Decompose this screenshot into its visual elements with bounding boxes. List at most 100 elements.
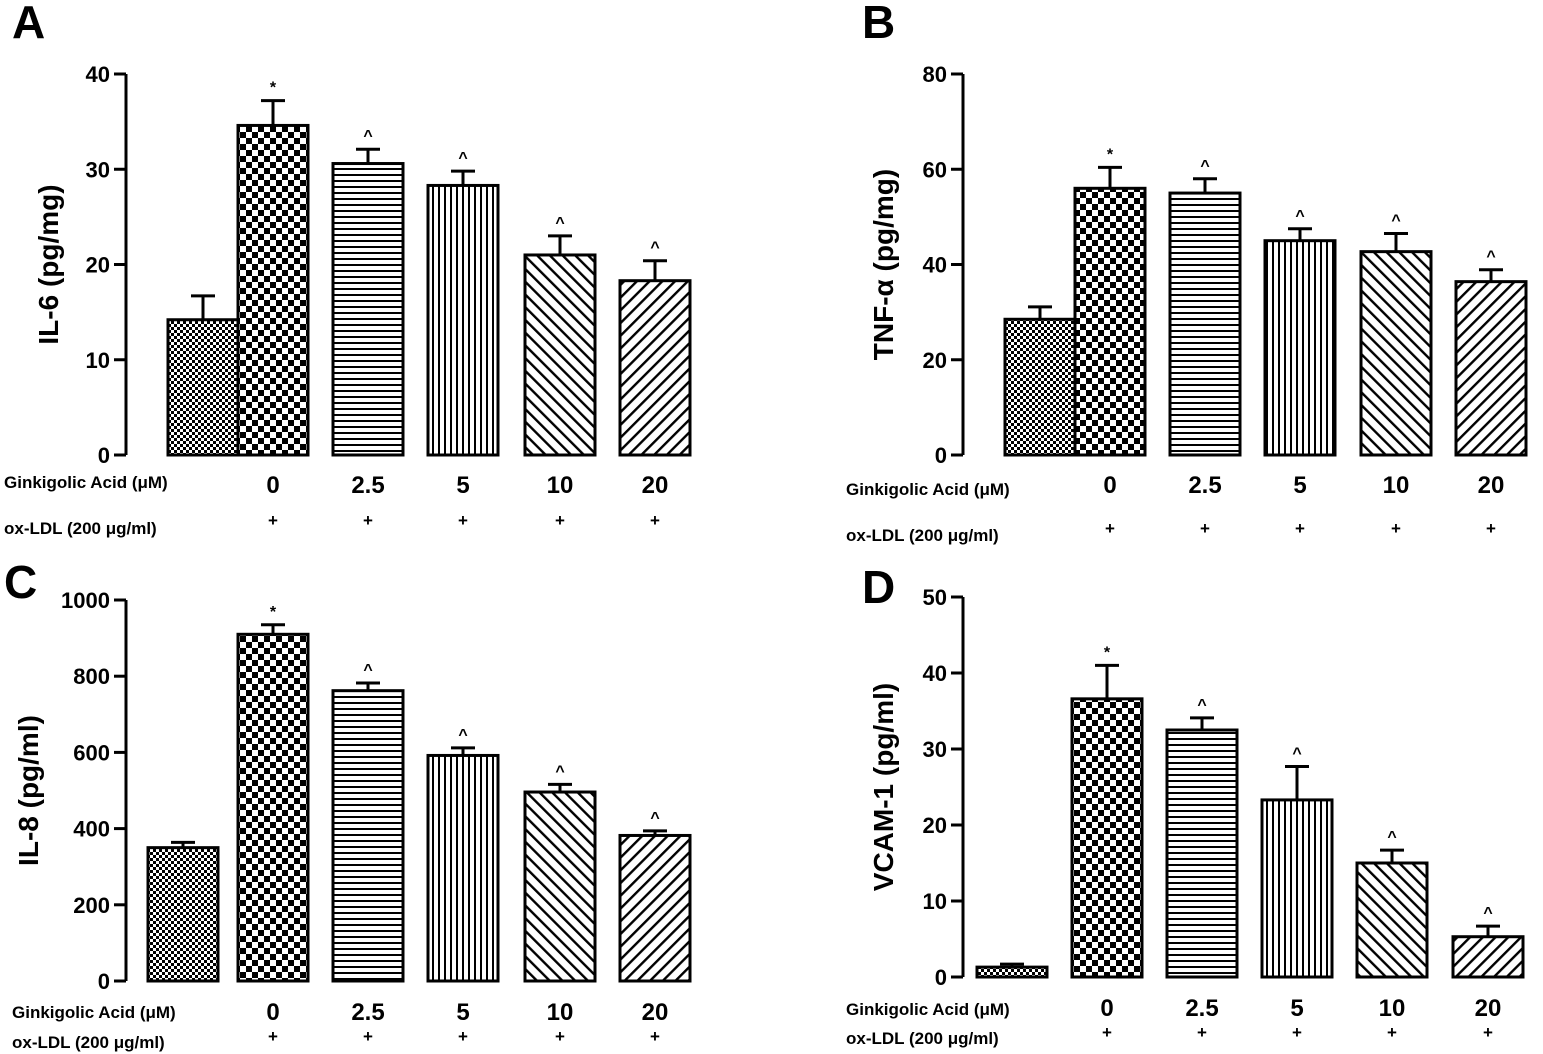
y-tick-label: 0 [935, 443, 947, 468]
row-label-ginkgolic-acid: Ginkigolic Acid (μM) [846, 1000, 1010, 1019]
bar [236, 632, 310, 983]
y-tick-label: 0 [98, 443, 110, 468]
category-label: 10 [1383, 472, 1410, 499]
bar [1073, 186, 1147, 457]
significance-mark: * [270, 80, 277, 97]
bar [1165, 728, 1239, 979]
panel-letter: C [4, 556, 37, 608]
significance-mark: ^ [1200, 158, 1209, 175]
category-label: 5 [456, 472, 469, 499]
y-tick-label: 0 [935, 965, 947, 990]
bar [166, 318, 240, 457]
significance-mark: ^ [363, 662, 372, 679]
ox-ldl-plus: + [1486, 519, 1496, 538]
y-tick-label: 10 [86, 348, 110, 373]
significance-mark: * [1107, 146, 1114, 163]
y-tick-label: 400 [73, 817, 110, 842]
bar [1355, 861, 1429, 979]
category-label: 5 [1290, 995, 1303, 1022]
bar [523, 790, 597, 983]
category-label: 2.5 [1185, 995, 1218, 1022]
ox-ldl-plus: + [363, 1027, 373, 1046]
panel-letter: B [862, 0, 895, 48]
significance-mark: * [270, 604, 277, 621]
category-label: 0 [266, 472, 279, 499]
y-tick-label: 40 [86, 62, 110, 87]
y-axis-label: IL-8 (pg/ml) [13, 715, 44, 866]
ox-ldl-plus: + [1197, 1023, 1207, 1042]
y-tick-label: 0 [98, 969, 110, 994]
significance-mark: ^ [1486, 249, 1495, 266]
category-label: 20 [1475, 995, 1502, 1022]
y-tick-label: 30 [923, 737, 947, 762]
significance-mark: ^ [555, 763, 564, 780]
significance-mark: ^ [1387, 829, 1396, 846]
y-axis-label: VCAM-1 (pg/ml) [868, 683, 899, 891]
panel-letter: A [12, 0, 45, 48]
ox-ldl-plus: + [1391, 519, 1401, 538]
significance-mark: ^ [555, 215, 564, 232]
category-label: 20 [1478, 472, 1505, 499]
significance-mark: ^ [458, 727, 467, 744]
ox-ldl-plus: + [650, 511, 660, 530]
bar [618, 833, 692, 983]
bar [618, 279, 692, 457]
y-axis-label: TNF-α (pg/mg) [868, 169, 899, 360]
ox-ldl-plus: + [1102, 1023, 1112, 1042]
y-tick-label: 1000 [61, 588, 110, 613]
category-label: 0 [1103, 472, 1116, 499]
category-label: 10 [1379, 995, 1406, 1022]
bar [1263, 239, 1337, 457]
significance-mark: ^ [650, 810, 659, 827]
ox-ldl-plus: + [555, 1027, 565, 1046]
row-label-ginkgolic-acid: Ginkigolic Acid (μM) [846, 480, 1010, 499]
bar [1168, 191, 1242, 457]
bar [331, 162, 405, 457]
bar [1003, 317, 1077, 457]
category-label: 0 [1100, 995, 1113, 1022]
bar [236, 123, 310, 457]
ox-ldl-plus: + [363, 511, 373, 530]
ox-ldl-plus: + [268, 1027, 278, 1046]
category-label: 2.5 [351, 999, 384, 1026]
row-label-ox-ldl: ox-LDL (200 μg/ml) [846, 526, 999, 545]
y-tick-label: 80 [923, 62, 947, 87]
significance-mark: ^ [1483, 905, 1492, 922]
bar [426, 753, 500, 983]
category-label: 20 [642, 472, 669, 499]
panel-a: A 0 10 20 30 40 IL-6 (pg/mg) * 0 + ^ 2.5 + ^ 5 + ^ 10 + ^ 20… [4, 0, 692, 538]
significance-mark: * [1104, 644, 1111, 661]
bar [1260, 798, 1334, 979]
row-label-ginkgolic-acid: Ginkigolic Acid (μM) [12, 1003, 176, 1022]
significance-mark: ^ [1292, 745, 1301, 762]
bar [426, 183, 500, 457]
ox-ldl-plus: + [1483, 1023, 1493, 1042]
category-label: 5 [456, 999, 469, 1026]
y-tick-label: 20 [923, 348, 947, 373]
y-tick-label: 800 [73, 664, 110, 689]
ox-ldl-plus: + [1292, 1023, 1302, 1042]
y-tick-label: 20 [923, 813, 947, 838]
y-tick-label: 200 [73, 893, 110, 918]
bar [331, 689, 405, 983]
category-label: 5 [1293, 472, 1306, 499]
category-label: 2.5 [351, 472, 384, 499]
category-label: 10 [547, 472, 574, 499]
y-tick-label: 60 [923, 157, 947, 182]
panel-b: B 0 20 40 60 80 TNF-α (pg/mg) * 0 + ^ 2.5 + ^ 5 + ^ 10 + ^ 2… [846, 0, 1528, 545]
bar [1359, 250, 1433, 457]
significance-mark: ^ [1197, 697, 1206, 714]
y-tick-label: 40 [923, 253, 947, 278]
panel-letter: D [862, 561, 895, 613]
category-label: 0 [266, 999, 279, 1026]
category-label: 10 [547, 999, 574, 1026]
y-tick-label: 600 [73, 740, 110, 765]
row-label-ox-ldl: ox-LDL (200 μg/ml) [4, 519, 157, 538]
ox-ldl-plus: + [1295, 519, 1305, 538]
row-label-ox-ldl: ox-LDL (200 μg/ml) [12, 1033, 165, 1052]
ox-ldl-plus: + [650, 1027, 660, 1046]
significance-mark: ^ [1391, 213, 1400, 230]
